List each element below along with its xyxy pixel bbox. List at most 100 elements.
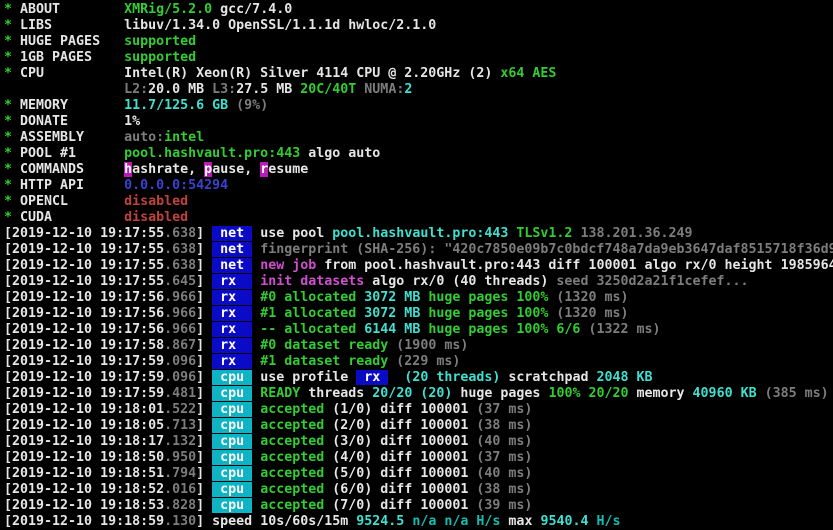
text-segment: pool.hashvault.pro:443 [332, 226, 509, 241]
text-segment: disabled [124, 210, 189, 225]
log-accepted-3: [2019-12-10 19:18:17.132] cpu accepted (… [4, 434, 833, 450]
text-segment: ] [196, 434, 213, 449]
text-segment [252, 338, 260, 353]
text-segment: [2019-12-10 19:17:59 [4, 386, 165, 401]
log-accepted-1: [2019-12-10 19:18:01.522] cpu accepted (… [4, 402, 833, 418]
text-segment [252, 466, 260, 481]
text-segment [252, 402, 260, 417]
text-segment: huge pages 100% 6/6 [420, 322, 589, 337]
text-segment: 3072 MB [364, 290, 421, 305]
text-segment: 20.0 MB [148, 82, 213, 97]
text-segment: (37 ms) [476, 450, 533, 465]
info-memory: * MEMORY 11.7/125.6 GB (9%) [4, 98, 833, 114]
rx-badge: rx [212, 306, 253, 321]
text-segment: H/s [476, 514, 501, 529]
text-segment: * [4, 178, 21, 193]
text-segment: .867 [164, 338, 197, 353]
text-segment: L3: [212, 82, 237, 97]
text-segment: (385 ms) [756, 386, 829, 401]
text-segment: ] [196, 514, 213, 529]
text-segment: accepted [260, 434, 325, 449]
text-segment: auto: [124, 130, 165, 145]
text-segment: #0 dataset ready [260, 338, 397, 353]
text-segment [252, 354, 260, 369]
text-segment: [2019-12-10 19:18:17 [4, 434, 165, 449]
text-segment: pool.hashvault.pro:443 [124, 146, 301, 161]
cpu-badge: cpu [212, 482, 253, 497]
text-segment: seed 3250d2a21f1cefef... [556, 274, 749, 289]
text-segment: (229 ms) [396, 354, 461, 369]
text-segment: [2019-12-10 19:17:56 [4, 306, 165, 321]
text-segment: 2 [404, 82, 413, 97]
text-segment: TLSv1.2 [508, 226, 573, 241]
text-segment: 0.0.0.0:54294 [124, 178, 229, 193]
log-allocated-0: [2019-12-10 19:17:56.966] rx #0 allocate… [4, 290, 833, 306]
text-segment: HTTP API [20, 178, 125, 193]
text-segment: accepted [260, 482, 325, 497]
text-segment: .966 [164, 306, 197, 321]
text-segment: huge pages [452, 386, 549, 401]
text-segment: 1% [124, 114, 141, 129]
text-segment [4, 82, 124, 97]
text-segment: disabled [124, 194, 189, 209]
text-segment: [2019-12-10 19:17:59 [4, 354, 165, 369]
text-segment: * [4, 146, 21, 161]
net-badge: net [212, 258, 253, 273]
text-segment: CPU [20, 66, 125, 81]
text-segment: (6/0) diff 100001 [324, 482, 477, 497]
text-segment: ] [196, 450, 213, 465]
text-segment: POOL #1 [20, 146, 125, 161]
log-speed: [2019-12-10 19:18:59.130] speed 10s/60s/… [4, 514, 833, 530]
cpu-badge: cpu [212, 386, 253, 401]
text-segment: init datasets [260, 274, 365, 289]
cpu-badge: cpu [212, 498, 253, 513]
text-segment: [2019-12-10 19:17:58 [4, 338, 165, 353]
text-segment [252, 450, 260, 465]
text-segment: ] [196, 386, 213, 401]
cpu-badge: cpu [212, 450, 253, 465]
log-dataset-ready-0: [2019-12-10 19:17:58.867] rx #0 dataset … [4, 338, 833, 354]
text-segment: NUMA: [364, 82, 405, 97]
text-segment: 2048 KB [596, 370, 653, 385]
text-segment [388, 370, 404, 385]
text-segment: Intel(R) Xeon(R) Silver 4114 CPU @ 2.20G… [124, 66, 501, 81]
text-segment: ABOUT [20, 2, 125, 17]
net-badge: net [212, 242, 253, 257]
text-segment: ] [196, 226, 213, 241]
text-segment: [2019-12-10 19:17:56 [4, 322, 165, 337]
text-segment: 20/20 (20) [372, 386, 453, 401]
text-segment: 27.5 MB [236, 82, 301, 97]
rx-badge: rx [212, 322, 253, 337]
log-accepted-4: [2019-12-10 19:18:50.950] cpu accepted (… [4, 450, 833, 466]
text-segment: libuv/1.34.0 OpenSSL/1.1.1d hwloc/2.1.0 [124, 18, 437, 33]
text-segment: gcc/7.4.0 [212, 2, 293, 17]
text-segment: .096 [164, 354, 197, 369]
text-segment: #0 allocated [260, 290, 365, 305]
log-accepted-7: [2019-12-10 19:18:53.828] cpu accepted (… [4, 498, 833, 514]
text-segment: L2: [124, 82, 149, 97]
info-huge-pages: * HUGE PAGES supported [4, 34, 833, 50]
text-segment: ] [196, 258, 213, 273]
text-segment: .481 [164, 386, 197, 401]
text-segment: COMMANDS [20, 162, 125, 177]
text-segment: .794 [164, 466, 197, 481]
net-badge: net [212, 226, 253, 241]
log-dataset-ready-1: [2019-12-10 19:17:59.096] rx #1 dataset … [4, 354, 833, 370]
text-segment: DONATE [20, 114, 125, 129]
rx-badge: rx [212, 338, 253, 353]
text-segment: [2019-12-10 19:18:05 [4, 418, 165, 433]
text-segment [252, 322, 260, 337]
text-segment: -- allocated [260, 322, 365, 337]
text-segment: [2019-12-10 19:17:55 [4, 258, 165, 273]
log-allocated-total: [2019-12-10 19:17:56.966] rx -- allocate… [4, 322, 833, 338]
hotkey-highlight: p [204, 162, 213, 177]
text-segment [252, 418, 260, 433]
text-segment: [2019-12-10 19:17:55 [4, 242, 165, 257]
text-segment [252, 306, 260, 321]
text-segment: 10s/60s/15m [260, 514, 357, 529]
text-segment: * [4, 130, 21, 145]
text-segment: OPENCL [20, 194, 125, 209]
text-segment: [2019-12-10 19:18:01 [4, 402, 165, 417]
text-segment: LIBS [20, 18, 125, 33]
